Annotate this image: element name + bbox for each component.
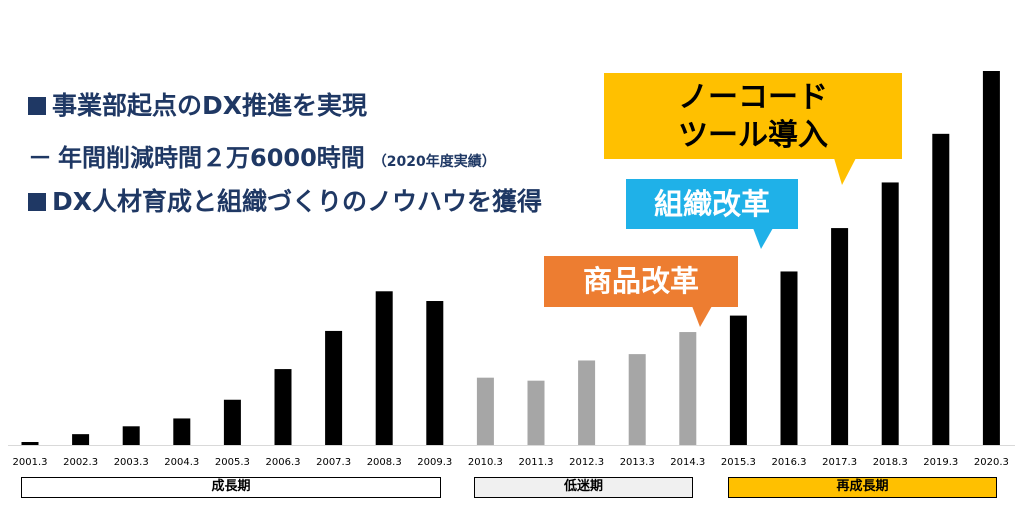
x-tick-label: 2010.3: [468, 457, 503, 468]
x-tick-label: 2013.3: [620, 457, 655, 468]
bar-2008.3: [375, 291, 393, 445]
bar-2013.3: [628, 354, 646, 445]
x-tick-label: 2020.3: [974, 457, 1009, 468]
x-tick-label: 2001.3: [13, 457, 48, 468]
callout-organization-reform: 組織改革: [626, 179, 798, 249]
bar-2017.3: [831, 228, 849, 445]
period-stagnation: 低迷期: [474, 477, 693, 498]
callout-nocode-line2: ツール導入: [678, 118, 828, 153]
x-tick-label: 2017.3: [822, 457, 857, 468]
bullet-square: [28, 193, 46, 211]
bar-2015.3: [729, 315, 747, 445]
bar-2011.3: [527, 380, 545, 445]
x-tick-label: 2005.3: [215, 457, 250, 468]
x-tick-label: 2014.3: [670, 457, 705, 468]
x-tick-label: 2007.3: [316, 457, 351, 468]
bar-2019.3: [932, 133, 950, 445]
x-tick-label: 2019.3: [923, 457, 958, 468]
headline-text: 年間削減時間２万6000時間: [58, 144, 365, 172]
bar-2004.3: [173, 418, 191, 445]
period-regrowth: 再成長期: [728, 477, 997, 498]
headline-note: （2020年度実績）: [372, 154, 496, 170]
x-tick-label: 2006.3: [266, 457, 301, 468]
headline-dx-talent: DX人材育成と組織づくりのノウハウを獲得: [28, 182, 542, 218]
bar-2018.3: [881, 182, 899, 445]
callout-product-reform: 商品改革: [544, 256, 738, 327]
bar-2006.3: [274, 369, 292, 445]
callout-nocode-line1: ノーコード: [678, 80, 828, 115]
bar-2020.3: [982, 71, 1000, 445]
bar-2002.3: [72, 434, 90, 445]
bar-2001.3: [21, 442, 39, 445]
x-tick-label: 2002.3: [63, 457, 98, 468]
bar-2005.3: [223, 399, 241, 445]
x-tick-label: 2009.3: [417, 457, 452, 468]
x-tick-label: 2015.3: [721, 457, 756, 468]
bar-2016.3: [780, 271, 798, 445]
bar-2009.3: [426, 301, 444, 445]
callout-nocode-tool: ノーコード ツール導入: [604, 73, 902, 185]
bar-2010.3: [476, 377, 494, 445]
bar-2014.3: [679, 332, 697, 445]
bar-2012.3: [578, 360, 596, 445]
period-growth: 成長期: [21, 477, 441, 498]
headline-time-reduction: －年間削減時間２万6000時間 （2020年度実績）: [28, 138, 496, 173]
bar-2007.3: [325, 330, 343, 445]
bullet-dash: －: [28, 144, 52, 172]
bullet-square: [28, 97, 46, 115]
headline-text: 事業部起点のDX推進を実現: [52, 91, 368, 120]
bar-2003.3: [122, 426, 140, 445]
headline-text: DX人材育成と組織づくりのノウハウを獲得: [52, 187, 543, 216]
x-tick-label: 2011.3: [519, 457, 554, 468]
headline-dx-promotion: 事業部起点のDX推進を実現: [28, 86, 367, 122]
x-tick-label: 2018.3: [873, 457, 908, 468]
x-tick-label: 2003.3: [114, 457, 149, 468]
x-tick-label: 2012.3: [569, 457, 604, 468]
x-tick-label: 2016.3: [772, 457, 807, 468]
x-tick-label: 2008.3: [367, 457, 402, 468]
x-tick-label: 2004.3: [164, 457, 199, 468]
